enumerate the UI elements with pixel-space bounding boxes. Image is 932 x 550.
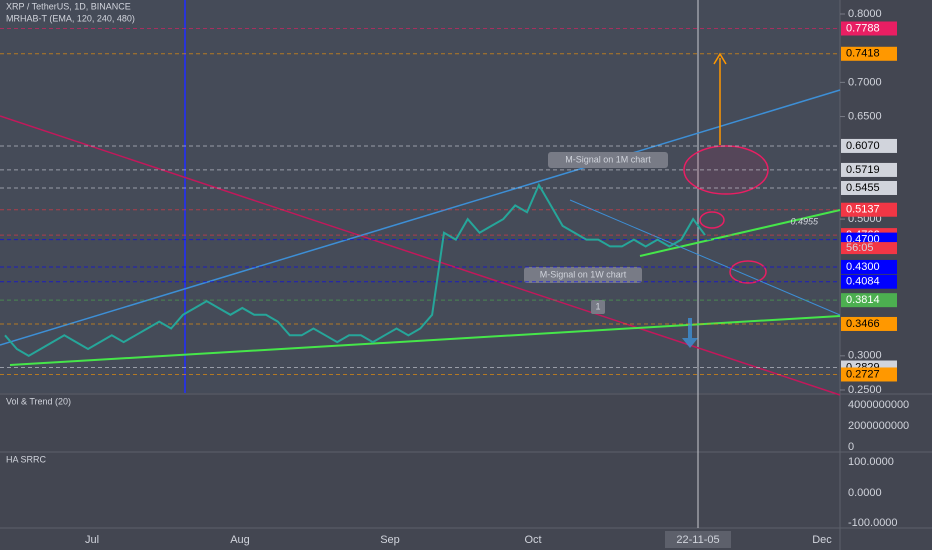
y-tick-label: 0.7000 [848, 76, 882, 88]
y-tick-label: 0.0000 [848, 487, 882, 499]
cursor-date-box [665, 531, 731, 548]
y-tick-label: 0 [848, 441, 854, 453]
annotation: 0.4955 [790, 216, 819, 226]
highlight-ellipse [729, 260, 767, 284]
y-tick-label: 0.3000 [848, 350, 882, 362]
main-pane [0, 0, 840, 393]
x-label: Oct [524, 534, 541, 546]
price-tag-label: 0.4300 [846, 261, 880, 273]
price-tag-label: 0.7418 [846, 48, 880, 60]
annotation-box [548, 152, 668, 168]
price-line [4, 182, 706, 357]
y-tick-label: 2000000000 [848, 420, 909, 432]
countdown-box [841, 242, 897, 255]
y-tick-label: 4000000000 [848, 399, 909, 411]
x-label: 22-11-05 [676, 534, 719, 546]
price-tag [841, 274, 897, 289]
price-tag [841, 293, 897, 308]
trend-line [639, 209, 841, 257]
price-tag [841, 138, 897, 153]
y-tick-label: 0.8000 [848, 8, 882, 20]
x-label: Aug [230, 534, 250, 546]
annotation: M-Signal on 1W chart [540, 269, 627, 279]
price-tag-label: 0.6070 [846, 140, 880, 152]
y-tick-label: 0.6500 [848, 110, 882, 122]
price-tag-label: 0.5137 [846, 204, 880, 216]
price-tag [841, 46, 897, 61]
price-tag [841, 202, 897, 217]
price-tag-label: 0.5455 [846, 182, 880, 194]
price-tag [841, 162, 897, 177]
annotation: 1 [595, 301, 600, 311]
price-tag [841, 21, 897, 36]
trend-line [0, 89, 841, 346]
pane-title: HA SRRC [6, 454, 47, 464]
y-tick-label: 100.0000 [848, 456, 894, 468]
annotation-box [591, 300, 605, 314]
trend-line [0, 115, 841, 396]
down-arrow [682, 318, 698, 348]
price-tag [841, 259, 897, 274]
y-tick-label: 0.2500 [848, 384, 882, 396]
price-tag-label: 0.3466 [846, 318, 880, 330]
price-tag-label: 0.5719 [846, 164, 880, 176]
pane-title: Vol & Trend (20) [6, 396, 71, 406]
x-label: Sep [380, 534, 400, 546]
annotation-box [524, 267, 642, 283]
price-tag-label: 0.3814 [846, 294, 880, 306]
arrow-head [713, 52, 727, 65]
price-tag-label: 0.7788 [846, 22, 880, 34]
trend-line [569, 199, 841, 316]
price-tag [841, 180, 897, 195]
highlight-ellipse [699, 211, 725, 229]
symbol-title: XRP / TetherUS, 1D, BINANCE [6, 1, 131, 11]
countdown: 56:05 [846, 242, 874, 254]
price-tag-label: 0.2727 [846, 368, 880, 380]
highlight-ellipse [683, 145, 769, 195]
price-tag [841, 316, 897, 331]
price-tag [841, 367, 897, 382]
y-tick-label: -100.0000 [848, 517, 898, 529]
x-label: Dec [812, 534, 832, 546]
x-label: Jul [85, 534, 99, 546]
indicator-title: MRHAB-T (EMA, 120, 240, 480) [6, 13, 135, 23]
annotation: M-Signal on 1M chart [565, 154, 651, 164]
price-tag-label: 0.4084 [846, 276, 880, 288]
